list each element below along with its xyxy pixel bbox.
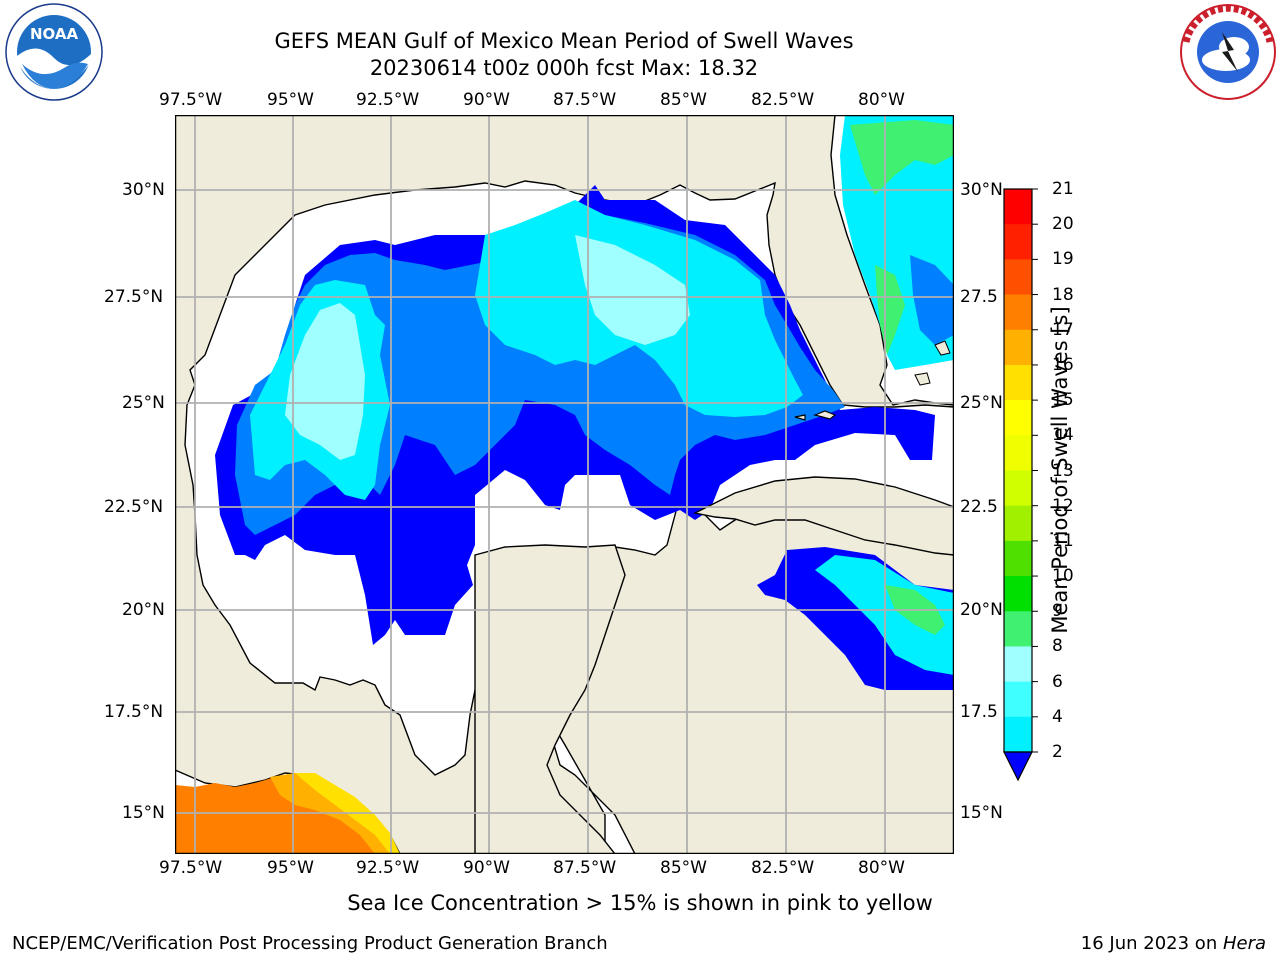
colorbar-band xyxy=(1004,681,1032,718)
lon-label-top-5: 87.5°W xyxy=(553,90,617,110)
lon-label-top-3: 92.5°W xyxy=(356,90,420,110)
colorbar-band xyxy=(1004,470,1032,507)
colorbar-tick-label: 6 xyxy=(1052,671,1063,692)
lon-label-top-1: 97.5°W xyxy=(159,90,223,110)
swell-contour-atlantic-green xyxy=(850,120,954,355)
lat-label-right-1: 30°N xyxy=(960,180,1003,200)
colorbar xyxy=(1003,188,1038,782)
lon-label-top-8: 80°W xyxy=(858,90,905,110)
colorbar-band xyxy=(1004,224,1032,260)
colorbar-tick-label: 19 xyxy=(1052,249,1074,270)
lat-label-right-6: 17.5 xyxy=(960,702,998,722)
lat-label-left-4: 22.5°N xyxy=(104,497,164,517)
florida-keys xyxy=(794,410,837,421)
host-name: Hera xyxy=(1222,933,1266,954)
chart-title: GEFS MEAN Gulf of Mexico Mean Period of … xyxy=(274,29,854,53)
colorbar-band xyxy=(1004,329,1032,366)
colorbar-axis-label: Mean Period of Swell Waves [s] xyxy=(1048,306,1072,634)
cuba-island xyxy=(692,476,954,556)
branch-credit: NCEP/EMC/Verification Post Processing Pr… xyxy=(12,933,608,954)
colorbar-tick-label: 21 xyxy=(1052,179,1074,199)
map xyxy=(175,115,954,854)
nws-logo xyxy=(1180,4,1276,100)
colorbar-band xyxy=(1004,540,1032,577)
lon-label-top-6: 85°W xyxy=(660,90,707,110)
noaa-logo: NOAA xyxy=(5,3,103,101)
swell-contour-atlantic-blue xyxy=(910,255,954,345)
lat-label-left-5: 20°N xyxy=(122,600,165,620)
colorbar-tick-label: 14 xyxy=(1052,425,1074,446)
colorbar-tick-label: 4 xyxy=(1052,706,1063,727)
lat-label-left-1: 30°N xyxy=(122,180,165,200)
colorbar-band xyxy=(1004,716,1032,753)
lon-label-bottom-3: 92.5°W xyxy=(356,858,420,878)
lon-label-bottom-8: 80°W xyxy=(858,858,905,878)
bahamas xyxy=(914,340,951,386)
generation-date: 16 Jun 2023 on Hera xyxy=(1081,933,1266,955)
graticule xyxy=(175,115,954,854)
colorbar-tick-label: 20 xyxy=(1052,214,1074,235)
swell-contour-pacific-orange xyxy=(175,775,390,854)
colorbar-tick-label: 9 xyxy=(1052,601,1063,622)
colorbar-band xyxy=(1004,189,1032,225)
lon-label-bottom-2: 95°W xyxy=(267,858,314,878)
lat-label-right-5: 20°N xyxy=(960,600,1003,620)
colorbar-band xyxy=(1004,294,1032,331)
colorbar-band xyxy=(1004,576,1032,612)
chart-subtitle: 20230614 t00z 000h fcst Max: 18.32 xyxy=(369,56,759,80)
svg-text:NOAA: NOAA xyxy=(30,25,79,43)
colorbar-band xyxy=(1004,259,1032,296)
lon-label-bottom-1: 97.5°W xyxy=(159,858,223,878)
colorbar-tick-label: 16 xyxy=(1052,354,1074,375)
lat-label-right-4: 22.5 xyxy=(960,497,998,517)
lat-label-left-3: 25°N xyxy=(122,393,165,413)
colorbar-tick-label: 11 xyxy=(1052,530,1074,551)
colorbar-tick-label: 10 xyxy=(1052,566,1074,587)
colorbar-band xyxy=(1004,400,1032,436)
lat-label-left-6: 17.5°N xyxy=(104,702,164,722)
colorbar-tick-label: 12 xyxy=(1052,495,1074,516)
lat-label-right-3: 25°N xyxy=(960,393,1003,413)
colorbar-tick-label: 8 xyxy=(1052,636,1063,657)
colorbar-band xyxy=(1004,646,1032,683)
lon-label-bottom-5: 87.5°W xyxy=(553,858,617,878)
lon-label-top-4: 90°W xyxy=(463,90,510,110)
colorbar-tick-label: 17 xyxy=(1052,319,1074,340)
lon-label-top-2: 95°W xyxy=(267,90,314,110)
lat-label-left-7: 15°N xyxy=(122,803,165,823)
lon-label-bottom-4: 90°W xyxy=(463,858,510,878)
colorbar-band xyxy=(1004,611,1032,647)
colorbar-tick-label: 18 xyxy=(1052,284,1074,305)
lon-label-bottom-7: 82.5°W xyxy=(751,858,815,878)
colorbar-band xyxy=(1004,505,1032,542)
sea-ice-note: Sea Ice Concentration > 15% is shown in … xyxy=(0,892,1280,914)
lat-label-right-7: 15°N xyxy=(960,803,1003,823)
colorbar-tick-label: 15 xyxy=(1052,390,1074,411)
colorbar-extend-triangle xyxy=(1003,751,1033,782)
lat-label-left-2: 27.5°N xyxy=(104,287,164,307)
generation-date-text: 16 Jun 2023 on xyxy=(1080,933,1223,954)
sea-ice-note-text: Sea Ice Concentration > 15% is shown in … xyxy=(347,891,933,915)
colorbar-band xyxy=(1004,364,1032,401)
lon-label-bottom-6: 85°W xyxy=(660,858,707,878)
colorbar-tick-label: 13 xyxy=(1052,460,1074,481)
lat-label-right-2: 27.5 xyxy=(960,287,998,307)
colorbar-band xyxy=(1004,435,1032,471)
lon-label-top-7: 82.5°W xyxy=(751,90,815,110)
colorbar-tick-label: 2 xyxy=(1052,742,1063,762)
